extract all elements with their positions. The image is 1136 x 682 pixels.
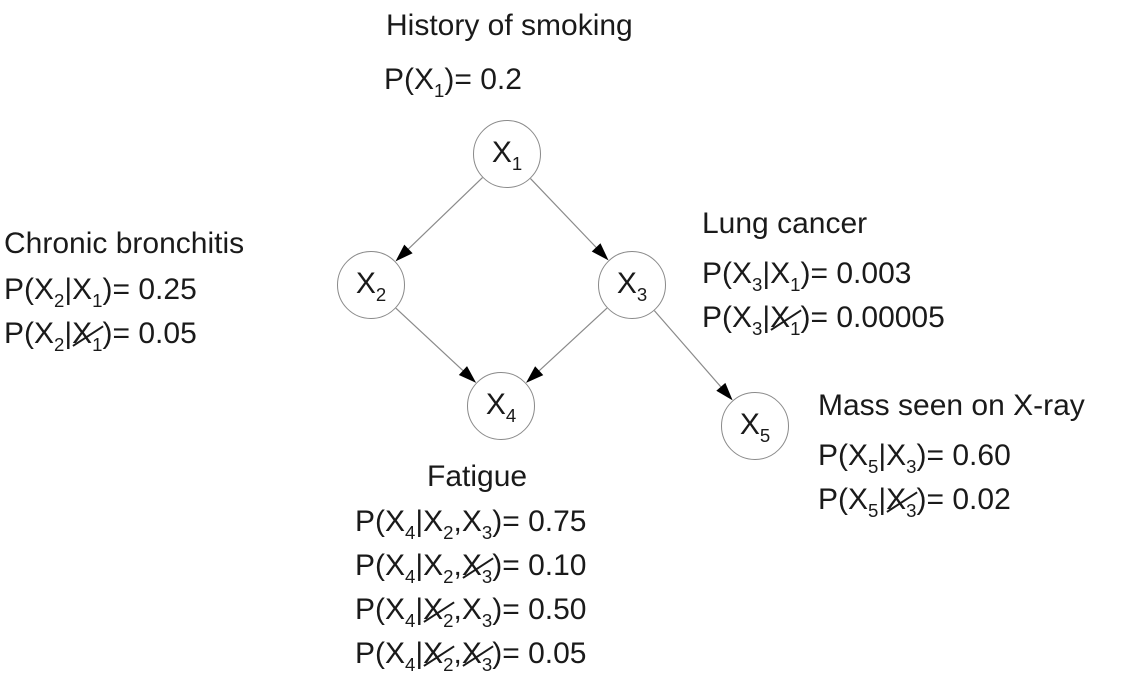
title-fatigue: Fatigue <box>427 460 528 493</box>
node-x3[interactable]: X3 <box>598 251 666 319</box>
prob-line-x4-3: P(X4|X2,X3)= 0.50 <box>355 588 586 632</box>
prob-table-x5: P(X5|X3)= 0.60 P(X5|X3)= 0.02 <box>818 434 1011 522</box>
node-x2[interactable]: X2 <box>337 251 405 319</box>
edge-x1-x2 <box>395 177 483 262</box>
node-x5[interactable]: X5 <box>721 392 789 460</box>
prob-line-x4-2: P(X4|X2,X3)= 0.10 <box>355 544 586 588</box>
prob-table-x4: P(X4|X2,X3)= 0.75 P(X4|X2,X3)= 0.10 P(X4|X… <box>355 500 586 676</box>
prob-line-x5-2: P(X5|X3)= 0.02 <box>818 478 1011 522</box>
title-lung-cancer: Lung cancer <box>702 207 868 240</box>
prob-table-x1: P(X1)= 0.2 <box>384 58 522 102</box>
prob-line-x3-2: P(X3|X1)= 0.00005 <box>702 296 945 340</box>
title-mass-seen-on-x-ray: Mass seen on X-ray <box>818 389 1085 422</box>
title-history-of-smoking: History of smoking <box>386 9 633 42</box>
prob-table-x3: P(X3|X1)= 0.003 P(X3|X1)= 0.00005 <box>702 252 945 340</box>
prob-line-x5-1: P(X5|X3)= 0.60 <box>818 439 1011 477</box>
node-x1[interactable]: X1 <box>473 120 541 188</box>
prob-line-x1-1: P(X1)= 0.2 <box>384 63 522 101</box>
title-chronic-bronchitis: Chronic bronchitis <box>4 227 245 260</box>
edge-x3-x5 <box>653 310 733 401</box>
prob-line-x4-4: P(X4|X2,X3)= 0.05 <box>355 632 586 676</box>
prob-line-x2-2: P(X2|X1)= 0.05 <box>4 312 197 356</box>
prob-line-x3-1: P(X3|X1)= 0.003 <box>702 257 912 295</box>
node-x4[interactable]: X4 <box>467 372 535 440</box>
edge-x3-x4 <box>525 307 608 383</box>
prob-line-x4-1: P(X4|X2,X3)= 0.75 <box>355 505 587 543</box>
edge-x1-x3 <box>530 178 609 261</box>
edge-x2-x4 <box>395 307 477 383</box>
prob-line-x2-1: P(X2|X1)= 0.25 <box>4 273 197 311</box>
prob-table-x2: P(X2|X1)= 0.25 P(X2|X1)= 0.05 <box>4 268 197 356</box>
